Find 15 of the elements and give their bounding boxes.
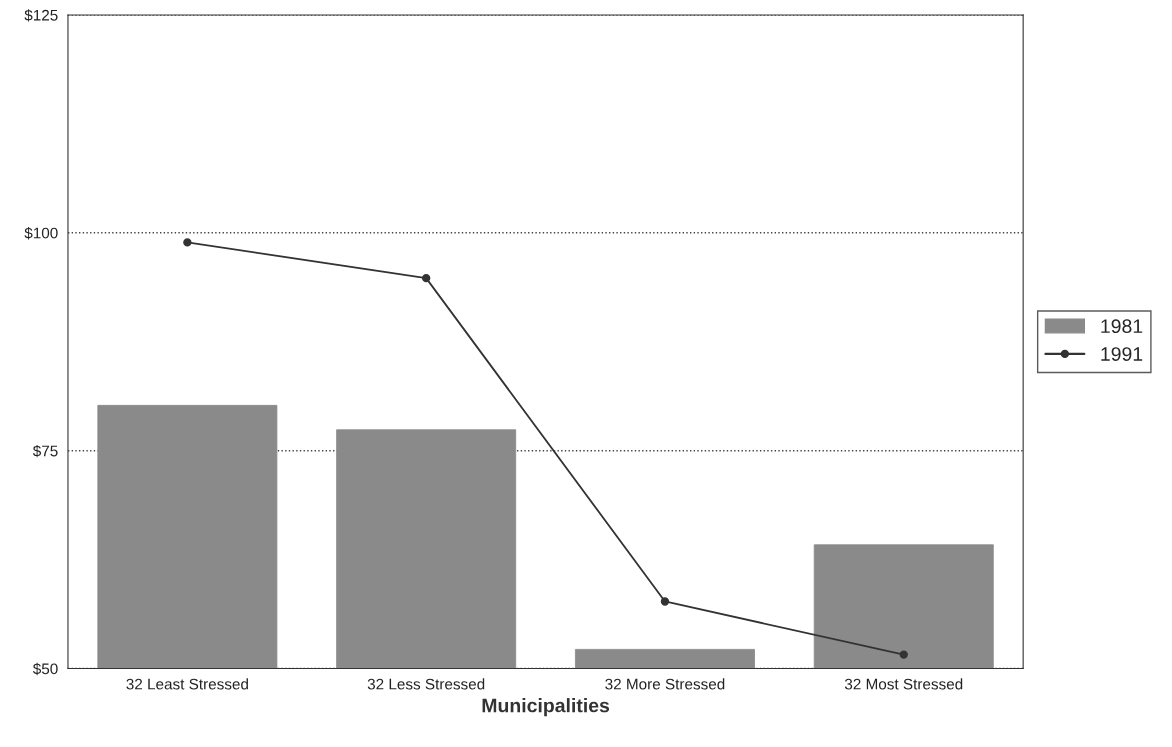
y-tick-label: $50 (32, 662, 58, 676)
x-tick-label: 32 More Stressed (605, 678, 725, 690)
legend-label: 1981 (1101, 319, 1143, 334)
point (660, 597, 670, 606)
y-tick-label: $125 (24, 9, 58, 22)
y-tick-label: $75 (32, 444, 58, 458)
x-tick-label: 32 Most Stressed (844, 678, 963, 690)
x-axis-title: Municipalities (482, 698, 610, 717)
point (899, 650, 908, 659)
legend-label: 1991 (1101, 347, 1143, 361)
y-tick-label: $100 (24, 227, 58, 240)
point (183, 238, 192, 247)
point (422, 273, 431, 283)
x-tick-label: 32 Least Stressed (126, 678, 248, 690)
x-tick-label: 32 Less Stressed (367, 678, 485, 690)
